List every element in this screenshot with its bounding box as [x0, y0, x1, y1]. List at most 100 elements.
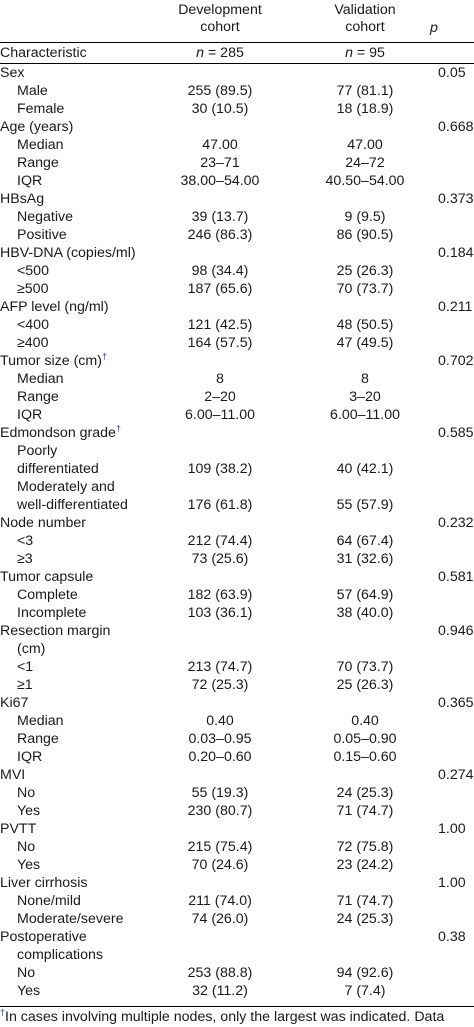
row-label: Moderately and	[17, 479, 115, 495]
development-value: 211 (74.0)	[188, 893, 252, 909]
p-value: 0.184	[438, 245, 474, 261]
validation-value: 71 (74.7)	[336, 803, 394, 819]
header-validation-cohort: Validation cohort	[310, 2, 420, 42]
table-row: ≥3 73 (25.6) 31 (32.6)	[0, 550, 474, 568]
development-value: 109 (38.2)	[187, 461, 253, 477]
validation-value: 31 (32.6)	[336, 551, 394, 567]
footnote-ref: †	[115, 423, 121, 434]
validation-value: 23 (24.2)	[336, 857, 394, 873]
row-label: IQR	[17, 749, 43, 765]
table-row: complications	[0, 946, 474, 964]
validation-value: 86 (90.5)	[336, 227, 394, 243]
table-row: <3 212 (74.4) 64 (67.4)	[0, 532, 474, 550]
row-label: Positive	[17, 227, 67, 243]
validation-value: 70 (73.7)	[336, 281, 394, 297]
development-value: 0.40	[206, 713, 234, 729]
table-row: <400 121 (42.5) 48 (50.5)	[0, 316, 474, 334]
table-row: Median 47.00 47.00	[0, 136, 474, 154]
table-group-row: Tumor size (cm)† 0.702	[0, 352, 474, 370]
validation-value: 24–72	[345, 155, 385, 171]
development-value: 72 (25.3)	[191, 677, 249, 693]
row-label: None/mild	[17, 893, 81, 909]
validation-value: 7 (7.4)	[344, 983, 386, 999]
row-label: Tumor capsule	[0, 569, 94, 585]
table-group-row: Tumor capsule 0.581	[0, 568, 474, 586]
row-label: No	[17, 965, 36, 981]
row-label: Range	[17, 389, 59, 405]
table-row: differentiated 109 (38.2) 40 (42.1)	[0, 460, 474, 478]
row-label: ≥3	[17, 551, 33, 567]
validation-value: 71 (74.7)	[336, 893, 394, 909]
table-group-row: MVI 0.274	[0, 766, 474, 784]
row-label: Yes	[17, 983, 41, 999]
p-value: 1.00	[438, 875, 466, 891]
row-label: AFP level (ng/ml)	[0, 299, 109, 315]
development-value: 176 (61.8)	[187, 497, 253, 513]
row-label: complications	[17, 947, 103, 963]
row-label: PVTT	[0, 821, 37, 837]
validation-value: 72 (75.8)	[336, 839, 394, 855]
row-label: Resection margin	[0, 623, 111, 639]
validation-value: 55 (57.9)	[336, 497, 394, 513]
development-value: 103 (36.1)	[187, 605, 253, 621]
table-row: Range 23–71 24–72	[0, 154, 474, 172]
table-row: Male 255 (89.5) 77 (81.1)	[0, 82, 474, 100]
row-label: (cm)	[17, 641, 46, 657]
characteristic-label: Characteristic	[0, 45, 87, 61]
p-value: 0.702	[438, 353, 474, 369]
p-value: 0.05	[438, 65, 466, 81]
development-value: 23–71	[200, 155, 240, 171]
p-value: 0.668	[438, 119, 474, 135]
row-label: Range	[17, 155, 59, 171]
table-row: ≥500 187 (65.6) 70 (73.7)	[0, 280, 474, 298]
development-value: 255 (89.5)	[187, 83, 253, 99]
table-row: well-differentiated 176 (61.8) 55 (57.9)	[0, 496, 474, 514]
characteristic-val-n: n = 95	[310, 44, 420, 62]
table-row: Median 8 8	[0, 370, 474, 388]
table-row: (cm)	[0, 640, 474, 658]
row-label: Male	[17, 83, 48, 99]
header-dev-line1: Development	[178, 2, 262, 18]
development-value: 0.20–0.60	[188, 749, 252, 765]
table-group-row: Resection margin 0.946	[0, 622, 474, 640]
footnote-ref: †	[101, 351, 107, 362]
validation-value: 57 (64.9)	[336, 587, 394, 603]
footnote-text: In cases involving multiple nodes, only …	[5, 1009, 445, 1025]
table-row: Complete 182 (63.9) 57 (64.9)	[0, 586, 474, 604]
validation-value: 38 (40.0)	[336, 605, 394, 621]
row-label: Ki67	[0, 695, 29, 711]
table-group-row: HBV-DNA (copies/ml) 0.184	[0, 244, 474, 262]
table-row: Yes 230 (80.7) 71 (74.7)	[0, 802, 474, 820]
table-row: None/mild 211 (74.0) 71 (74.7)	[0, 892, 474, 910]
characteristic-dev-n: n = 285	[150, 44, 290, 62]
p-value: 0.274	[438, 767, 474, 783]
development-value: 98 (34.4)	[191, 263, 249, 279]
validation-value: 0.40	[351, 713, 379, 729]
validation-value: 48 (50.5)	[336, 317, 394, 333]
row-label: <500	[17, 263, 49, 279]
development-value: 30 (10.5)	[191, 101, 249, 117]
validation-n: n = 95	[345, 45, 385, 61]
table-row: Range 0.03–0.95 0.05–0.90	[0, 730, 474, 748]
table-row: <1 213 (74.7) 70 (73.7)	[0, 658, 474, 676]
footnote-mark: †	[0, 1008, 6, 1018]
validation-value: 3–20	[349, 389, 381, 405]
p-value: 0.211	[438, 299, 473, 315]
header-dev-line2: cohort	[200, 19, 240, 35]
row-label: HBsAg	[0, 191, 45, 207]
development-value: 38.00–54.00	[180, 173, 260, 189]
p-value: 0.585	[438, 425, 474, 441]
validation-value: 0.05–0.90	[333, 731, 397, 747]
development-value: 182 (63.9)	[187, 587, 253, 603]
row-label: MVI	[0, 767, 26, 783]
row-label: differentiated	[17, 461, 99, 477]
development-value: 55 (19.3)	[191, 785, 249, 801]
p-value: 0.946	[438, 623, 474, 639]
row-label: Yes	[17, 857, 41, 873]
p-value: 0.38	[438, 929, 466, 945]
header-rule	[0, 42, 474, 43]
development-value: 6.00–11.00	[185, 407, 255, 423]
row-label: HBV-DNA (copies/ml)	[0, 245, 136, 261]
table-row: Negative 39 (13.7) 9 (9.5)	[0, 208, 474, 226]
